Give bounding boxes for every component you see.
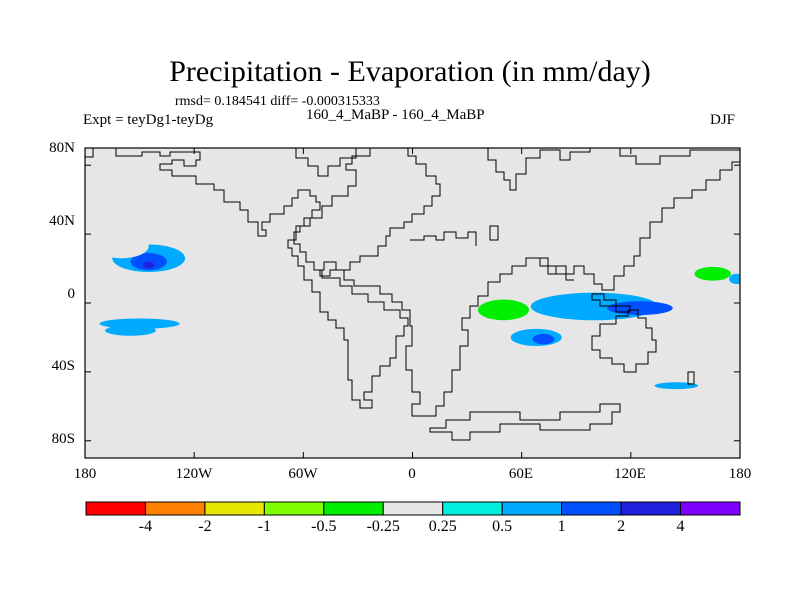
map-title: Precipitation - Evaporation (in mm/day)	[169, 55, 651, 88]
colorbar-box-8	[561, 501, 622, 516]
colorbar-label-5: 0.25	[428, 518, 457, 535]
field-region-14	[105, 325, 156, 336]
field-region-3	[94, 234, 149, 259]
colorbar-box-6	[442, 501, 503, 516]
lon-label-120w: 120W	[175, 466, 213, 482]
colorbar-box-1	[144, 501, 206, 516]
coastline-north-america	[85, 148, 409, 409]
colorbar-box-2	[204, 501, 265, 516]
colorbar-box-5	[382, 501, 444, 516]
colorbar-label-9: 4	[676, 518, 685, 535]
field-region-16	[86, 352, 102, 364]
lon-label-0: 0	[408, 466, 416, 482]
colorbar-label-0: -4	[138, 518, 153, 535]
colorbar-box-10	[680, 501, 741, 516]
colorbar-label-4: -0.25	[366, 518, 400, 535]
axis-ticks	[84, 148, 741, 458]
colorbar-box-0	[85, 501, 146, 516]
field-region-15	[654, 382, 699, 390]
field-region-5	[478, 299, 529, 321]
coastline-india	[540, 257, 574, 281]
field-region-9	[694, 266, 731, 281]
coastline-mediterranean	[410, 231, 477, 246]
lon-label-60e: 60E	[508, 466, 534, 482]
lat-label-80n: 80N	[49, 140, 75, 156]
colorbar-label-8: 2	[617, 518, 626, 535]
stats-line: rmsd= 0.184541 diff= -0.000315333	[175, 94, 380, 109]
colorbar-label-6: 0.5	[492, 518, 513, 535]
colorbar-box-4	[323, 501, 384, 516]
field-region-12	[503, 349, 533, 364]
field-region-1	[130, 253, 167, 271]
field-region-17	[729, 273, 740, 285]
coastline-antarctica	[429, 403, 621, 441]
colorbar-box-7	[501, 501, 563, 516]
colorbar-box-3	[263, 501, 325, 516]
field-layer	[86, 234, 740, 390]
coastline-north-eurasia	[487, 148, 591, 191]
lat-label-80s: 80S	[51, 431, 75, 447]
season-label: DJF	[710, 112, 736, 128]
colorbar-label-1: -2	[198, 518, 212, 535]
coastline-indonesia	[591, 293, 631, 313]
coastlines	[85, 148, 740, 441]
field-region-2	[143, 261, 155, 269]
lat-label-40s: 40S	[51, 358, 75, 374]
coastline-siberia	[619, 148, 740, 165]
colorbar-label-7: 1	[557, 518, 566, 535]
colorbar-label-3: -0.5	[311, 518, 337, 535]
coastline-new-zealand	[687, 371, 695, 385]
experiment-label: Expt = teyDg1-teyDg	[83, 112, 214, 128]
lon-label-120e: 120E	[614, 466, 646, 482]
lat-label-40n: 40N	[49, 213, 75, 229]
lon-label-60w: 60W	[288, 466, 318, 482]
colorbar-label-2: -1	[257, 518, 272, 535]
lat-label-0: 0	[67, 286, 76, 302]
coastline-australia	[591, 309, 657, 373]
lon-label-180e: 180	[728, 466, 752, 482]
coastline-eurasia	[319, 148, 740, 417]
colorbar-box-9	[620, 501, 682, 516]
coastline-caspian	[489, 225, 499, 241]
run-label: 160_4_MaBP - 160_4_MaBP	[306, 107, 485, 123]
coastline-greenland	[295, 148, 357, 177]
lon-label-180w: 180	[73, 466, 97, 482]
field-region-11	[532, 334, 555, 345]
